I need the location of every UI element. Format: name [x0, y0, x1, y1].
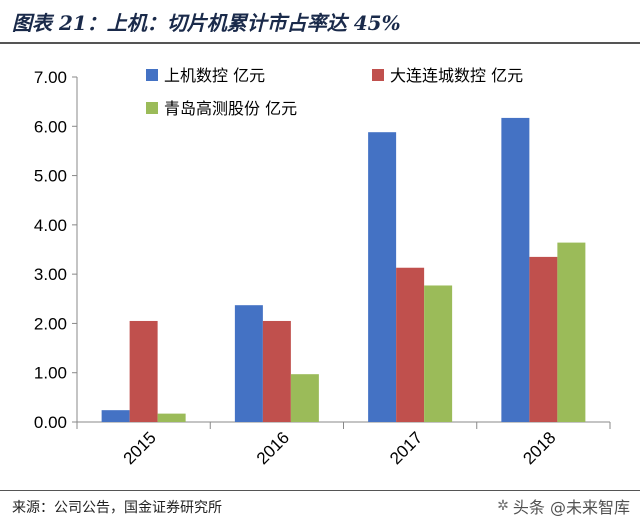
bar-chart: 0.00 1.00 2.00 3.00 4.00 5.00 6.00 7.00 2015 2016…: [34, 66, 611, 468]
y-tick-label: 0.00: [34, 413, 67, 432]
x-tick-label: 2018: [519, 428, 559, 468]
bar-1-2015: [101, 410, 130, 422]
chart-title: 图表 21：上机：切片机累计市占率达 45%: [12, 11, 401, 35]
legend-label-2: 大连连城数控 亿元: [390, 66, 523, 85]
watermark-logo-icon: ✲: [497, 498, 509, 514]
legend-swatch-3: [146, 102, 158, 114]
watermark: ✲ 头条 @未来智库: [497, 494, 630, 518]
bar-2-2015: [129, 320, 158, 422]
bar-2-2017: [396, 267, 425, 422]
y-tick-label: 5.00: [34, 167, 67, 186]
bar-1-2016: [234, 305, 263, 422]
title-bar: 图表 21：上机：切片机累计市占率达 45%: [0, 0, 640, 44]
legend-swatch-1: [146, 69, 158, 81]
y-tick-label: 3.00: [34, 265, 67, 284]
legend-label-1: 上机数控 亿元: [164, 66, 265, 85]
bar-2-2016: [262, 320, 291, 422]
legend-swatch-2: [372, 69, 384, 81]
y-tick-label: 1.00: [34, 364, 67, 383]
legend-label-3: 青岛高测股份 亿元: [164, 99, 297, 118]
x-tick-label: 2017: [386, 428, 426, 468]
bar-3-2018: [557, 242, 586, 422]
bar-1-2017: [368, 132, 397, 422]
y-tick-label: 4.00: [34, 216, 67, 235]
bar-1-2018: [501, 117, 530, 423]
y-tick-label: 7.00: [34, 68, 67, 87]
bar-2-2018: [529, 256, 558, 422]
x-tick-label: 2015: [120, 428, 160, 468]
x-tick-label: 2016: [253, 428, 293, 468]
watermark-text: 头条 @未来智库: [512, 498, 630, 517]
y-tick-label: 2.00: [34, 314, 67, 333]
bar-3-2017: [424, 285, 453, 422]
bar-3-2016: [290, 374, 319, 422]
y-tick-label: 6.00: [34, 117, 67, 136]
footer: 来源：公司公告，国金证券研究所 ✲ 头条 @未来智库: [0, 490, 640, 523]
bar-3-2015: [157, 413, 186, 422]
source-note: 来源：公司公告，国金证券研究所: [12, 500, 222, 516]
